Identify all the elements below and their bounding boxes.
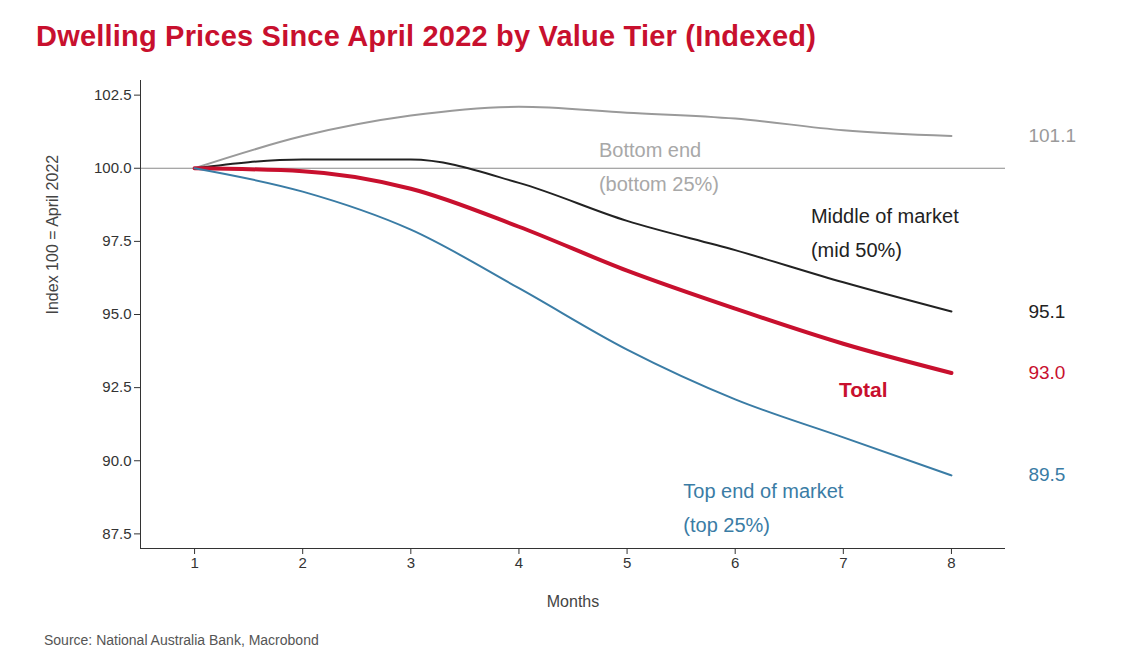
- svg-text:(mid 50%): (mid 50%): [811, 239, 902, 261]
- svg-text:102.5: 102.5: [94, 86, 132, 103]
- svg-text:2: 2: [299, 554, 307, 571]
- svg-text:100.0: 100.0: [94, 159, 132, 176]
- svg-text:(top 25%): (top 25%): [683, 514, 770, 536]
- svg-text:6: 6: [731, 554, 739, 571]
- svg-text:87.5: 87.5: [102, 525, 131, 542]
- svg-text:89.5: 89.5: [1028, 464, 1065, 485]
- svg-text:95.0: 95.0: [102, 305, 131, 322]
- svg-text:Index 100 = April 2022: Index 100 = April 2022: [44, 155, 61, 315]
- svg-text:1: 1: [190, 554, 198, 571]
- svg-text:3: 3: [407, 554, 415, 571]
- html-text:Dwelling Prices Since April 20: Dwelling Prices Since April 2022 by Valu…: [36, 20, 816, 52]
- svg-text:7: 7: [839, 554, 847, 571]
- svg-text:5: 5: [623, 554, 631, 571]
- svg-text:93.0: 93.0: [1028, 362, 1065, 383]
- svg-text:92.5: 92.5: [102, 378, 131, 395]
- svg-text:101.1: 101.1: [1028, 125, 1076, 146]
- svg-text:95.1: 95.1: [1028, 301, 1065, 322]
- svg-text:(bottom 25%): (bottom 25%): [599, 173, 719, 195]
- svg-text:Total: Total: [839, 378, 888, 401]
- svg-text:97.5: 97.5: [102, 232, 131, 249]
- svg-text:8: 8: [947, 554, 955, 571]
- svg-text:Top end of market: Top end of market: [683, 480, 844, 502]
- svg-text:Middle of market: Middle of market: [811, 205, 959, 227]
- svg-text:4: 4: [515, 554, 523, 571]
- svg-text:Bottom end: Bottom end: [599, 139, 701, 161]
- html-text:Source: National Australia Ban: Source: National Australia Bank, Macrobo…: [44, 632, 319, 648]
- svg-text:Months: Months: [547, 593, 599, 610]
- svg-text:90.0: 90.0: [102, 452, 131, 469]
